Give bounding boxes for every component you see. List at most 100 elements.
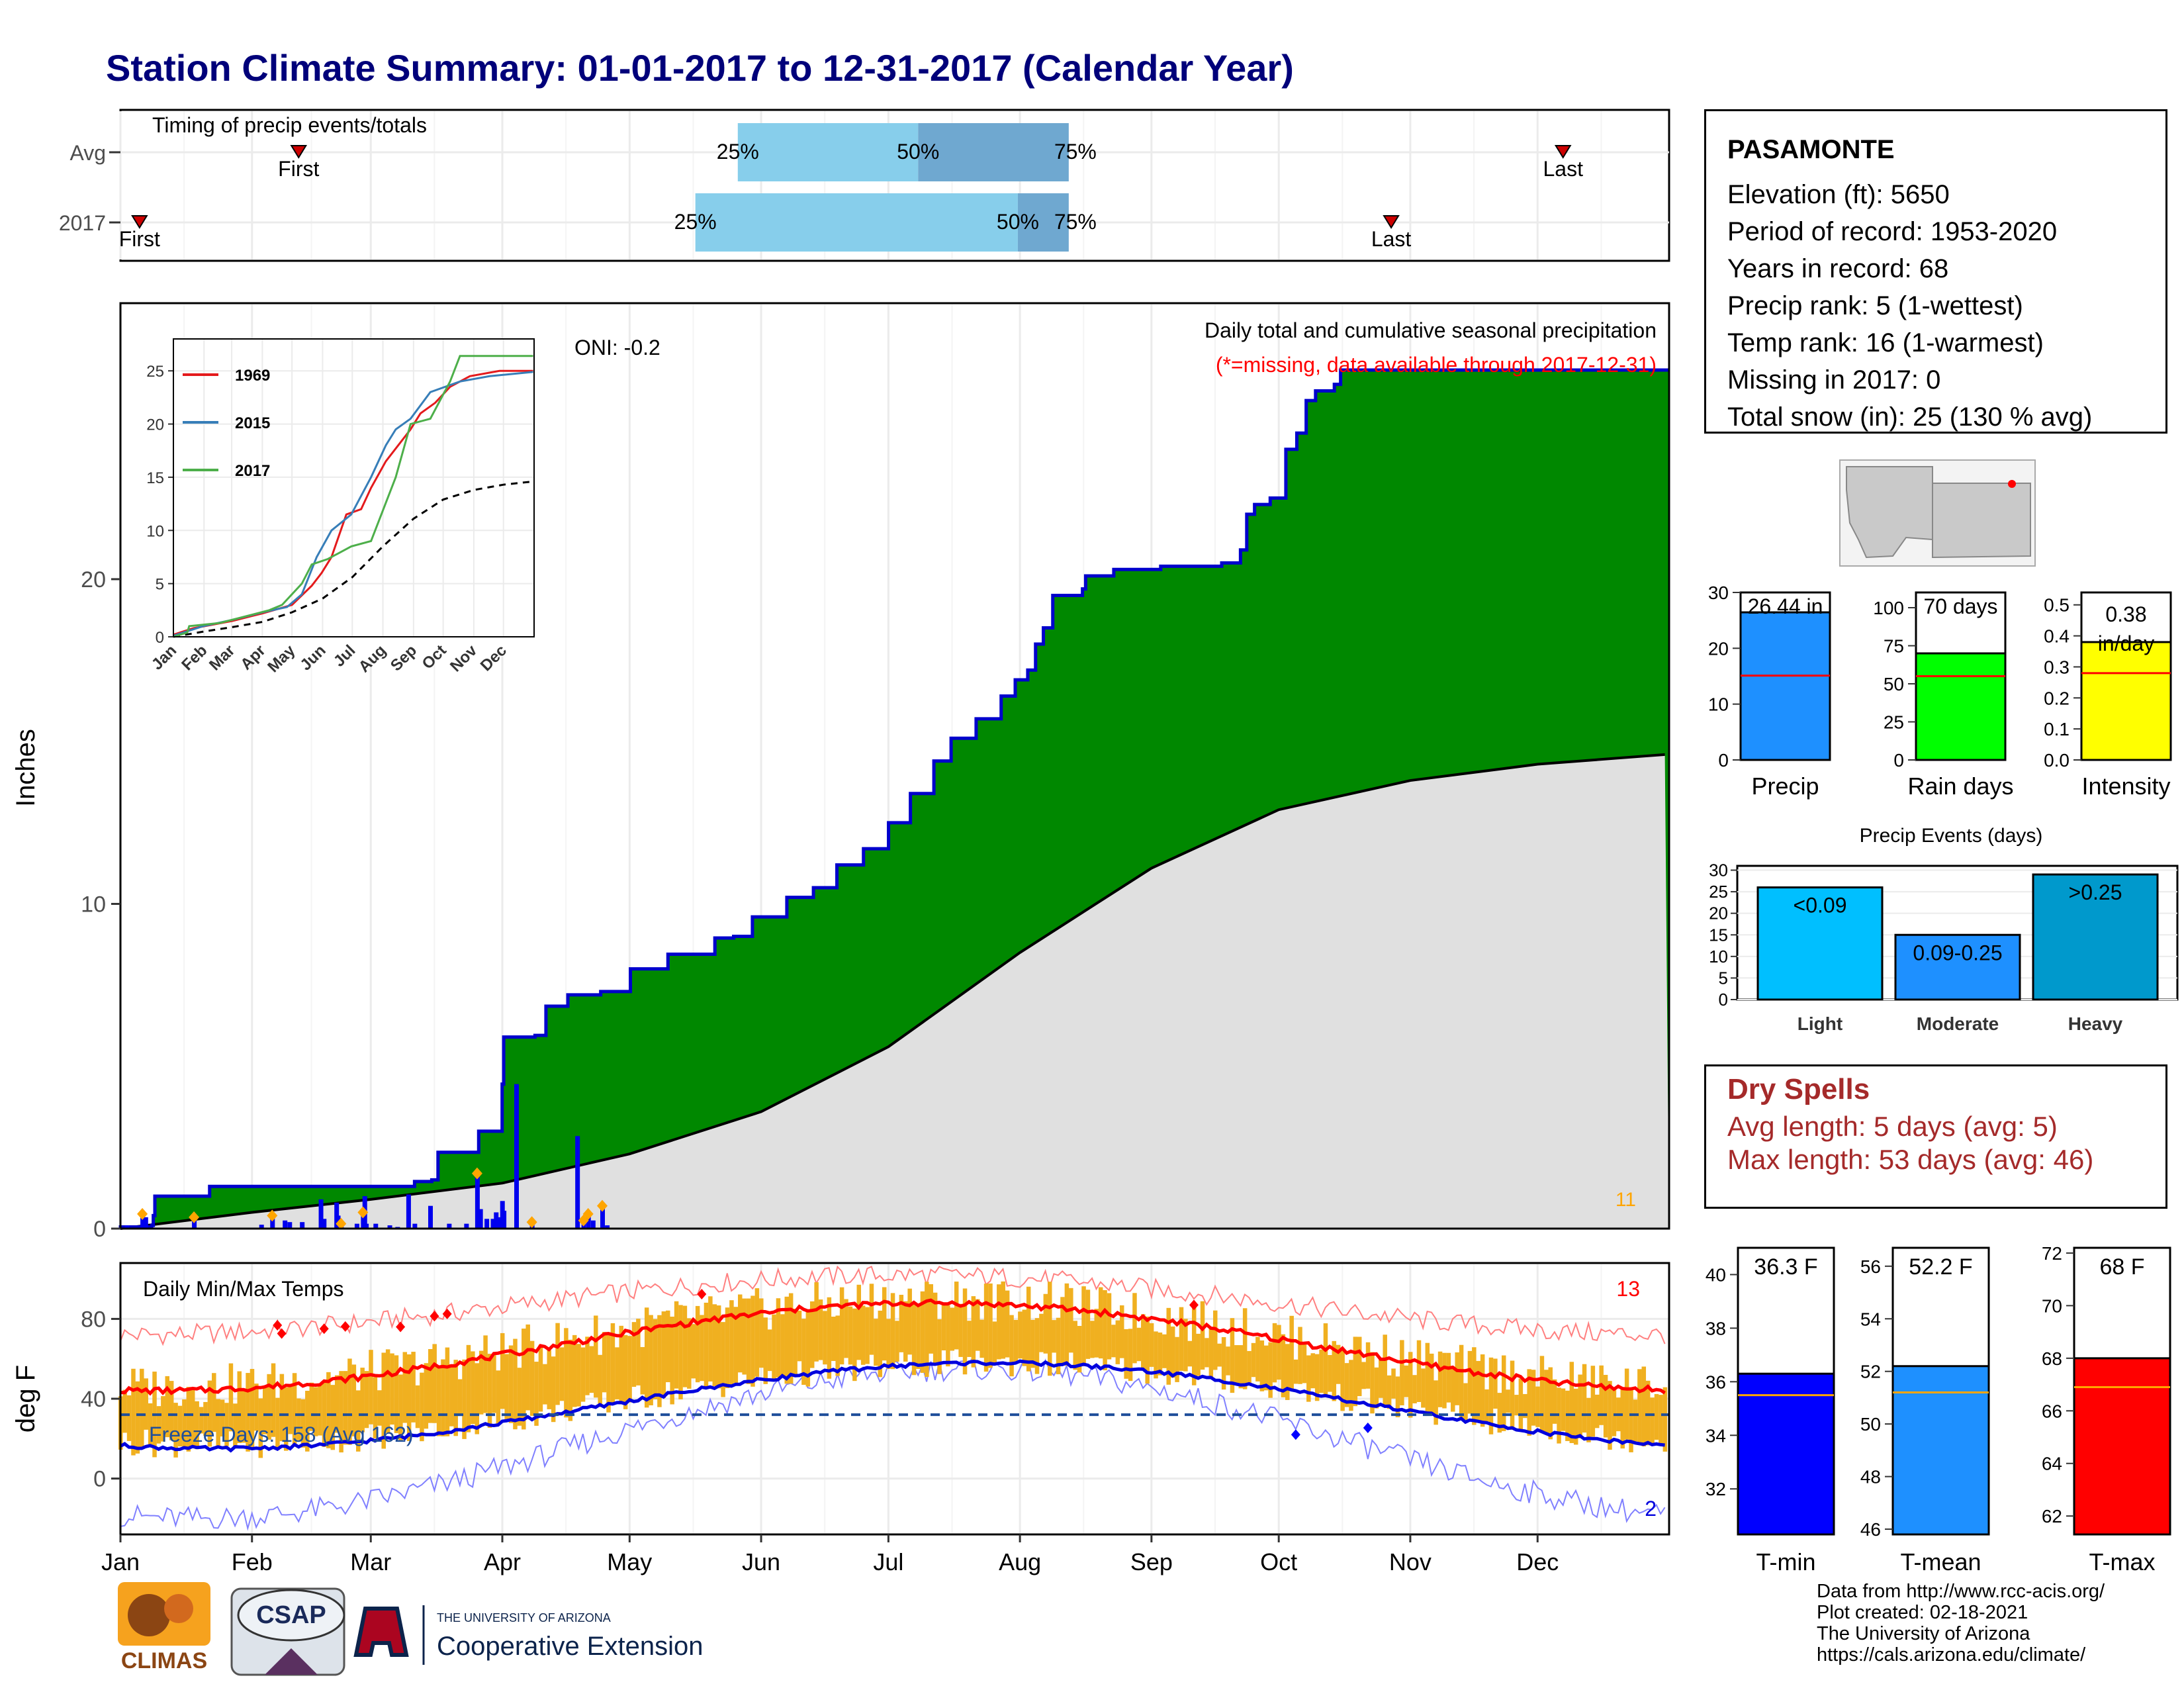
temp-y-tick-label: 0 (93, 1467, 106, 1492)
daily-temp-bar (385, 1349, 390, 1433)
summary-bar-value-label: 52.2 F (1909, 1254, 1972, 1280)
daily-temp-bar (436, 1366, 441, 1436)
daily-temp-bar (1408, 1352, 1413, 1418)
timing-bar-50-75 (918, 123, 1069, 181)
inset-legend-label: 1969 (235, 367, 270, 385)
daily-temp-bar (860, 1305, 866, 1365)
freeze-days-label: Freeze Days: 158 (Avg 162) (149, 1423, 414, 1446)
daily-temp-bar (1230, 1318, 1235, 1393)
daily-temp-bar (666, 1310, 670, 1383)
inset-y-tick-label: 10 (146, 522, 164, 540)
inset-y-tick-label: 0 (156, 629, 164, 647)
daily-temp-bar (1391, 1368, 1396, 1399)
daily-temp-bar (925, 1282, 929, 1378)
daily-precip-bar (478, 1209, 483, 1229)
daily-temp-bar (1314, 1354, 1320, 1401)
daily-temp-bar (1637, 1369, 1642, 1445)
daily-temp-bar (377, 1390, 382, 1426)
summary-bar-tick-label: 40 (1706, 1264, 1726, 1285)
daily-temp-bar (797, 1310, 802, 1362)
daily-temp-bar (313, 1387, 318, 1436)
daily-temp-bar (1272, 1323, 1277, 1383)
daily-temp-bar (988, 1283, 993, 1368)
timing-first-label: First (278, 157, 319, 181)
csap-text: CSAP (256, 1601, 326, 1629)
daily-temp-bar (1001, 1281, 1005, 1359)
timing-row-label: Avg (69, 141, 106, 165)
daily-precip-highlight (137, 1207, 148, 1220)
daily-precip-bar (300, 1222, 305, 1229)
daily-temp-bar (1328, 1355, 1332, 1392)
precip-title: Daily total and cumulative seasonal prec… (1205, 318, 1657, 342)
summary-bar-tick-label: 50 (1860, 1414, 1881, 1434)
daily-temp-bar (788, 1293, 794, 1384)
daily-temp-bar (631, 1322, 637, 1387)
daily-temp-bar (644, 1307, 649, 1408)
summary-bar-fill (2073, 1357, 2171, 1536)
daily-temp-bar (1624, 1368, 1629, 1440)
daily-temp-bar (572, 1335, 577, 1407)
temp-y-tick-label: 40 (81, 1387, 106, 1412)
station-info-panel: PASAMONTE Elevation (ft): 5650 Period of… (1704, 109, 2167, 434)
daily-temp-bar (131, 1368, 136, 1456)
inset-legend-label: 2017 (235, 462, 270, 480)
daily-precip-highlight (597, 1199, 608, 1212)
summary-bar-group: 0 25 50 75 100 70 days Rain days (1873, 591, 2014, 800)
daily-precip-highlight (267, 1209, 278, 1222)
daily-temp-bar (946, 1305, 950, 1367)
record-max-line (120, 1265, 1666, 1346)
daily-temp-bar (920, 1291, 925, 1373)
daily-precip-highlight (357, 1206, 369, 1219)
daily-temp-bar (933, 1292, 938, 1365)
record-high-marker (277, 1328, 287, 1339)
inset-y-tick-label: 25 (146, 363, 164, 381)
daily-temp-bar (598, 1354, 602, 1407)
daily-temp-bar (1149, 1323, 1154, 1367)
summary-bar-tick-label: 0 (1718, 750, 1729, 771)
daily-temp-bar (1539, 1356, 1545, 1432)
daily-temp-bar (907, 1288, 912, 1355)
daily-temp-bar (678, 1305, 683, 1399)
timing-first-label: First (119, 227, 160, 251)
daily-temp-bar (453, 1360, 458, 1436)
daily-temp-bar (1497, 1393, 1502, 1433)
daily-temp-bar (1141, 1314, 1146, 1370)
temp-low-count: 2 (1645, 1497, 1657, 1521)
daily-temp-bar (457, 1379, 463, 1417)
daily-temp-bar (1416, 1340, 1422, 1402)
daily-temp-bar (339, 1371, 343, 1453)
daily-temp-bar (1332, 1340, 1337, 1401)
daily-temp-bar (496, 1370, 501, 1425)
daily-temp-bar (173, 1403, 178, 1458)
daily-temp-bar (1255, 1336, 1260, 1382)
daily-temp-bar (534, 1362, 539, 1426)
ua-line2: Cooperative Extension (437, 1632, 703, 1661)
timing-p25-label: 25% (674, 210, 717, 234)
daily-temp-bar (1094, 1309, 1099, 1358)
daily-temp-bar (1437, 1351, 1443, 1407)
daily-temp-bar (504, 1354, 509, 1419)
summary-bar-group: 0.0 0.1 0.2 0.3 0.4 0.5 0.38 in/day Intensity (2044, 591, 2172, 800)
summary-bar-group: 32 34 36 38 40 36.3 F T-min (1706, 1246, 1835, 1575)
daily-temp-bar (1459, 1344, 1464, 1419)
daily-temp-bar (967, 1321, 972, 1357)
station-snow: Total snow (in): 25 (130 % avg) (1727, 402, 2093, 432)
daily-temp-bar (615, 1347, 619, 1399)
daily-precip-bar (514, 1084, 519, 1229)
daily-temp-bar (1662, 1387, 1668, 1452)
daily-temp-bar (1374, 1367, 1379, 1409)
events-bar-label: Heavy (2068, 1013, 2123, 1034)
daily-temp-bar (462, 1359, 467, 1439)
daily-temp-bar (691, 1324, 696, 1379)
events-bar-value: 0.09-0.25 (1913, 941, 2002, 964)
timing-bar-25-50 (695, 193, 1018, 252)
daily-temp-bar (406, 1354, 412, 1442)
daily-temp-bar (1064, 1283, 1069, 1366)
daily-precip-bar (354, 1223, 359, 1229)
daily-temp-bar (402, 1352, 408, 1423)
daily-temp-bar (738, 1294, 743, 1373)
daily-precip-bar (575, 1136, 580, 1229)
daily-temp-bar (1429, 1353, 1434, 1416)
daily-temp-bar (1277, 1325, 1281, 1380)
daily-temp-bar (1612, 1387, 1617, 1436)
